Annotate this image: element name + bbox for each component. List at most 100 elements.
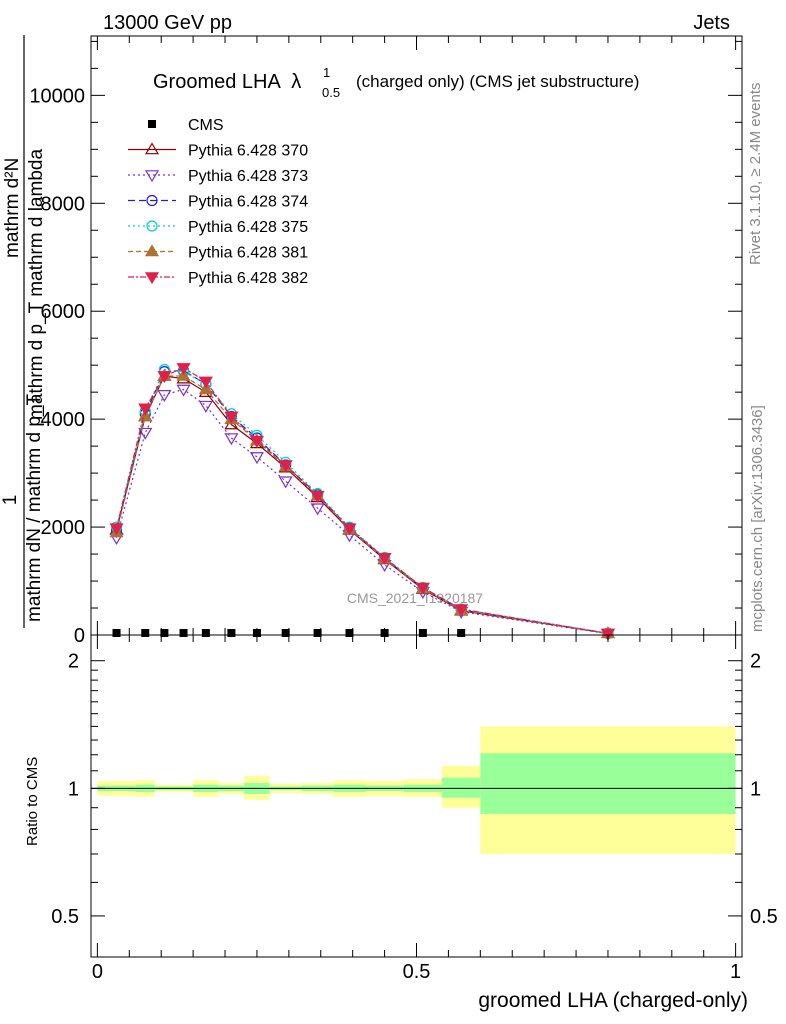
- watermark: CMS_2021_I1920187: [347, 590, 483, 606]
- ylabel-prefix-den: mathrm dN / mathrm d p_T: [24, 394, 45, 622]
- title-rest: (charged only) (CMS jet substructure): [356, 72, 639, 91]
- legend-entry: Pythia 6.428 381: [128, 244, 308, 262]
- legend-entry: Pythia 6.428 370: [128, 142, 308, 160]
- data-point: [138, 427, 153, 440]
- data-point: [377, 553, 392, 566]
- legend-label: CMS: [188, 117, 224, 134]
- title-lambda: λ: [291, 71, 301, 93]
- data-point: [201, 629, 210, 637]
- main-y-tick-label: 6000: [41, 301, 86, 323]
- ratio-y-tick-label: 1: [68, 778, 79, 800]
- ratio-y-tick-label-right: 2: [750, 651, 761, 673]
- data-point: [157, 390, 172, 403]
- data-point: [198, 400, 213, 413]
- ratio-y-tick-label-right: 0.5: [750, 906, 778, 928]
- ratio-y-tick-label-right: 1: [750, 778, 761, 800]
- legend: CMS Pythia 6.428 370 Pythia 6.428 373 Pythi…: [128, 117, 308, 287]
- ratio-bands: [91, 726, 742, 854]
- x-axis-label: groomed LHA (charged-only): [478, 989, 748, 1012]
- legend-label: Pythia 6.428 374: [188, 194, 308, 211]
- energy-label: 13000 GeV pp: [103, 12, 232, 34]
- main-y-tick-label: 8000: [41, 193, 86, 215]
- series-6: [109, 363, 616, 641]
- data-point: [198, 382, 213, 395]
- data-point: [138, 403, 153, 416]
- svg-text:Groomed LHA λ: Groomed LHA λ: [153, 71, 301, 93]
- data-point: [281, 629, 290, 637]
- title-sub: 0.5: [322, 85, 340, 100]
- legend-marker: [144, 244, 160, 257]
- main-y-tick-label: 10000: [29, 85, 85, 107]
- data-point: [224, 411, 239, 424]
- x-tick-label: 0: [92, 961, 103, 983]
- legend-marker: [144, 142, 160, 155]
- category-label: Jets: [693, 12, 730, 34]
- ratio-inner-band: [480, 753, 736, 814]
- data-point: [157, 371, 172, 384]
- data-point: [415, 582, 430, 595]
- legend-entry: Pythia 6.428 374: [128, 194, 308, 211]
- data-point: [380, 629, 389, 637]
- data-point: [227, 629, 236, 637]
- x-tick-label: 1: [730, 961, 741, 983]
- series-line: [115, 388, 609, 635]
- legend-entry: Pythia 6.428 373: [128, 168, 308, 185]
- data-point: [109, 523, 124, 536]
- data-point: [310, 490, 325, 503]
- data-point: [345, 629, 354, 637]
- data-point: [179, 629, 188, 637]
- data-point: [176, 363, 191, 376]
- legend-entry: Pythia 6.428 375: [128, 219, 308, 236]
- legend-marker: [144, 170, 160, 183]
- ratio-y-tick-label: 2: [68, 651, 79, 673]
- data-point: [176, 384, 191, 397]
- data-point: [278, 476, 293, 489]
- mcplots-label: mcplots.cern.ch [arXiv:1306.3436]: [749, 405, 766, 632]
- data-point: [252, 629, 261, 637]
- data-point: [418, 629, 427, 637]
- ratio-y-axis-label: Ratio to CMS: [24, 757, 41, 846]
- rivet-label: Rivet 3.1.10, ≥ 2.4M events: [747, 83, 764, 266]
- main-y-tick-label: 2000: [41, 517, 86, 539]
- data-point: [342, 523, 357, 536]
- legend-entry: Pythia 6.428 382: [128, 270, 308, 287]
- legend-label: Pythia 6.428 382: [188, 270, 308, 287]
- data-point: [310, 503, 325, 516]
- legend-label: Pythia 6.428 375: [188, 219, 308, 236]
- data-point: [141, 629, 150, 637]
- ylabel-prefix-num: 1: [0, 495, 21, 506]
- ratio-y-tick-label: 0.5: [51, 906, 79, 928]
- data-point: [138, 409, 153, 422]
- data-point: [600, 628, 616, 641]
- ratio-ticks: 0 0.5 1 0.5 0.5 1 1 2 2: [51, 635, 778, 983]
- data-point: [112, 629, 121, 637]
- ylabel-num: mathrm d²N: [2, 158, 23, 258]
- ylabel-den: mathrm d p_T mathrm d lambda: [26, 149, 47, 420]
- main-y-axis-label: mathrm dN / mathrm d p_T 1 mathrm d p_T …: [0, 35, 47, 628]
- legend-label: Pythia 6.428 370: [188, 143, 308, 160]
- legend-entry: CMS: [148, 117, 224, 134]
- data-point: [249, 435, 264, 448]
- legend-label: Pythia 6.428 373: [188, 168, 308, 185]
- legend-marker: [146, 194, 158, 207]
- ratio-inner-band: [442, 777, 481, 798]
- data-point: [313, 629, 322, 637]
- data-point: [224, 433, 239, 446]
- main-y-tick-label: 4000: [41, 409, 86, 431]
- x-tick-label: 0.5: [403, 961, 431, 983]
- chart-title: Groomed LHA λ 1 0.5 (charged only) (CMS …: [153, 65, 639, 100]
- main-y-tick-label: 0: [74, 625, 85, 647]
- main-y-tick-labels: 0 2000 4000 6000 8000 10000: [29, 85, 85, 647]
- series-layer: [109, 363, 616, 641]
- data-point: [160, 629, 169, 637]
- legend-label: Pythia 6.428 381: [188, 245, 308, 262]
- title-sup: 1: [323, 65, 330, 80]
- legend-marker: [144, 272, 160, 285]
- data-point: [278, 460, 293, 473]
- data-point: [249, 452, 264, 465]
- data-point: [457, 629, 466, 637]
- series-0: [112, 629, 612, 637]
- data-point: [198, 376, 213, 389]
- legend-marker: [146, 220, 158, 232]
